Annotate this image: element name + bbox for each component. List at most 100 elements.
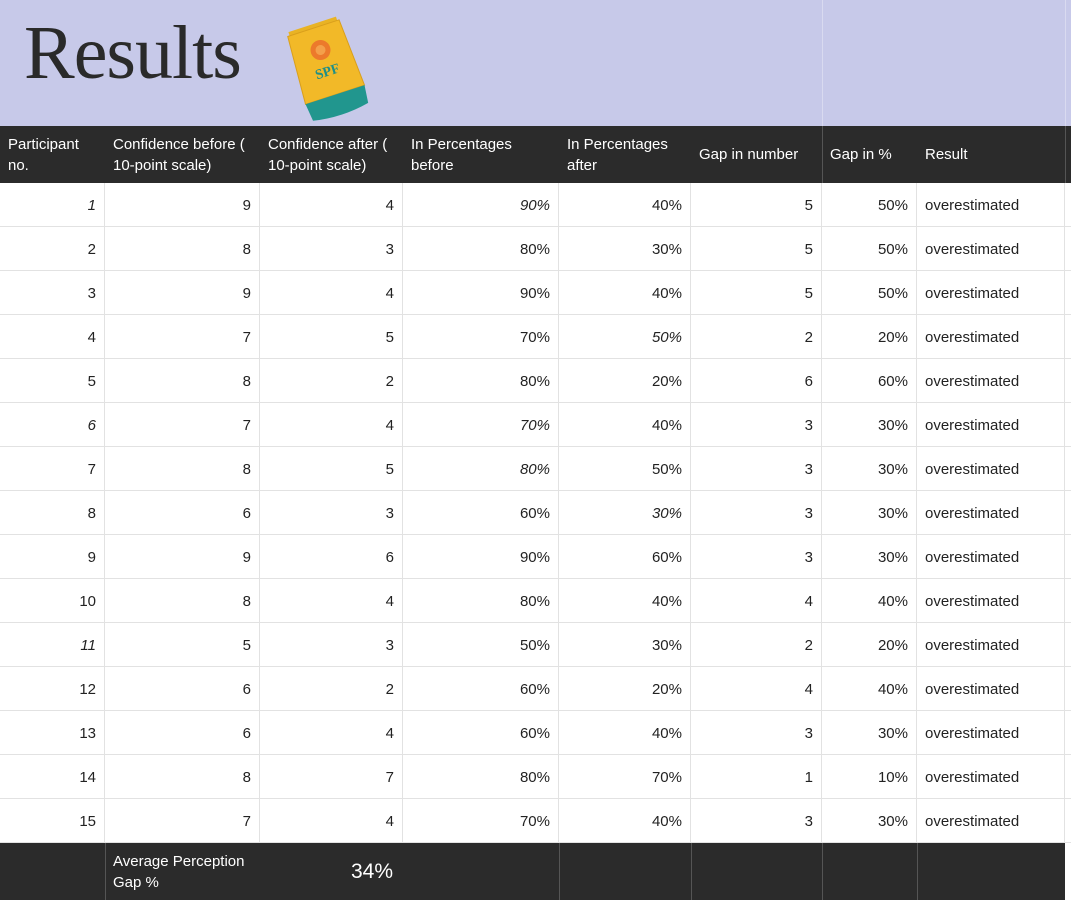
table-cell: 15 [0,799,105,843]
table-cell: 3 [260,227,403,271]
table-cell: 6 [691,359,822,403]
band-divider [822,0,823,126]
table-cell: 30% [559,227,691,271]
table-cell: 5 [0,359,105,403]
table-cell: overestimated [917,271,1065,315]
table-cell: 50% [559,447,691,491]
footer-divider [917,843,918,900]
table-cell: 4 [260,403,403,447]
table-cell: 4 [0,315,105,359]
table-cell: 12 [0,667,105,711]
table-cell: overestimated [917,447,1065,491]
table-cell: 40% [822,579,917,623]
row-line [0,314,1071,315]
table-cell: 80% [403,227,559,271]
cell-spacer [1065,799,1071,843]
cell-spacer [1065,183,1071,227]
table-cell: 5 [691,271,822,315]
header-divider [1065,126,1066,183]
table-cell: 6 [0,403,105,447]
table-cell: 7 [0,447,105,491]
table-cell: 40% [559,271,691,315]
cell-spacer [1065,227,1071,271]
table-cell: 7 [105,403,260,447]
row-line [0,270,1071,271]
footer-divider [822,843,823,900]
table-cell: 40% [559,711,691,755]
table-cell: overestimated [917,535,1065,579]
table-cell: 8 [105,447,260,491]
table-cell: 4 [260,799,403,843]
table-cell: 7 [105,315,260,359]
table-cell: 6 [105,491,260,535]
table-cell: overestimated [917,315,1065,359]
table-cell: 70% [403,315,559,359]
table-cell: 70% [559,755,691,799]
row-line [0,534,1071,535]
table-cell: 60% [403,711,559,755]
table-cell: 40% [559,579,691,623]
table-cell: 40% [559,403,691,447]
table-cell: overestimated [917,579,1065,623]
table-cell: 10 [0,579,105,623]
table-cell: 8 [0,491,105,535]
table-cell: 3 [691,491,822,535]
table-cell: 1 [691,755,822,799]
table-cell: 80% [403,359,559,403]
row-line [0,402,1071,403]
table-cell: 7 [105,799,260,843]
table-cell: overestimated [917,799,1065,843]
table-cell: 6 [260,535,403,579]
table-cell: 30% [822,403,917,447]
table-cell: overestimated [917,227,1065,271]
table-cell: 10% [822,755,917,799]
table-cell: 2 [0,227,105,271]
header-row [0,126,1071,183]
row-line [0,226,1071,227]
table-cell: 20% [559,667,691,711]
table-cell: 5 [260,447,403,491]
table-cell: 8 [105,359,260,403]
table-cell: 3 [260,491,403,535]
table-cell: 2 [691,315,822,359]
cell-spacer [1065,359,1071,403]
table-cell: 30% [822,799,917,843]
table-cell: 8 [105,755,260,799]
cell-spacer [1065,447,1071,491]
column-header: In Percentages after [567,135,668,174]
table-cell: 13 [0,711,105,755]
table-cell: 90% [403,535,559,579]
table-cell: overestimated [917,623,1065,667]
table-cell: 20% [559,359,691,403]
cell-spacer [1065,623,1071,667]
table-cell: 90% [403,183,559,227]
footer-value: 34% [350,860,394,883]
table-cell: 9 [105,271,260,315]
footer-label: Average Perception Gap % [113,852,245,891]
header-divider [822,126,823,183]
row-line [0,578,1071,579]
table-cell: 40% [822,667,917,711]
table-cell: 90% [403,271,559,315]
row-line [0,798,1071,799]
table-cell: 60% [559,535,691,579]
cell-spacer [1065,491,1071,535]
table-cell: overestimated [917,667,1065,711]
icon-label: SPF [314,61,342,83]
table-cell: 14 [0,755,105,799]
cell-spacer [1065,667,1071,711]
table-cell: 80% [403,447,559,491]
cell-spacer [1065,403,1071,447]
table-cell: 50% [822,183,917,227]
table-cell: 9 [0,535,105,579]
table-cell: 3 [691,403,822,447]
table-cell: 6 [105,667,260,711]
table-cell: 9 [105,535,260,579]
row-line [0,666,1071,667]
spf-icon: SPF [287,16,369,121]
table-cell: 4 [691,579,822,623]
column-header: Gap in number [699,146,799,163]
table-cell: 20% [822,623,917,667]
table-cell: 70% [403,403,559,447]
